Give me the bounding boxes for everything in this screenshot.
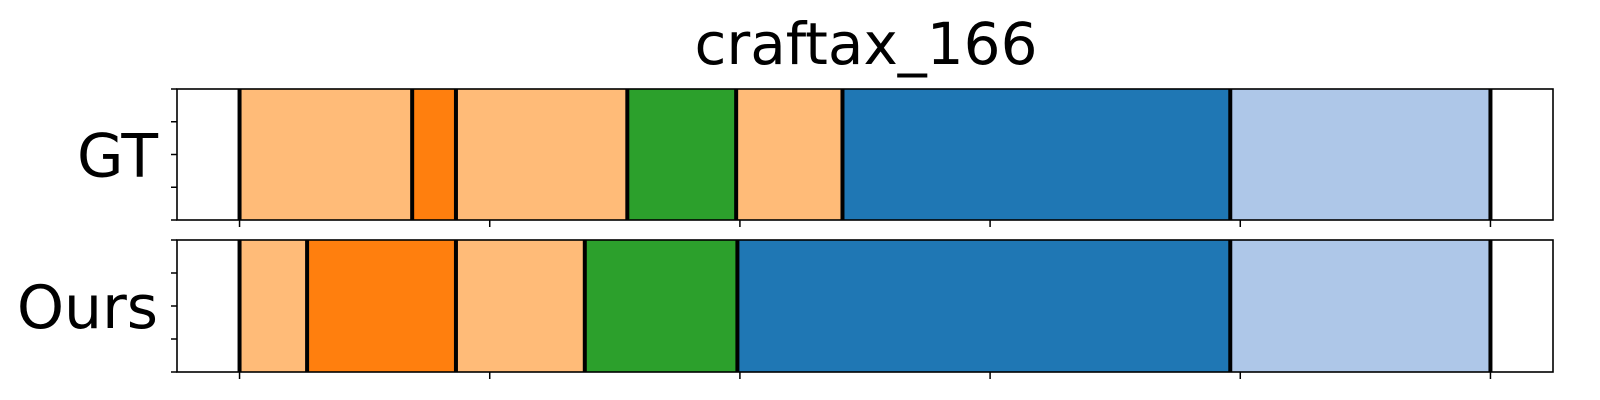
segment-gt-3 — [627, 89, 737, 220]
segment-gt-6 — [1230, 89, 1491, 220]
row-label-ours: Ours — [17, 273, 158, 343]
row-ours: Ours — [17, 239, 1554, 379]
segment-ours-1 — [307, 240, 456, 372]
segment-ours-2 — [455, 240, 585, 372]
segment-ours-5 — [1230, 240, 1491, 372]
chart-title: craftax_166 — [695, 10, 1038, 78]
row-gt: GT — [77, 88, 1554, 227]
segment-gt-4 — [736, 89, 843, 220]
segment-gt-2 — [455, 89, 628, 220]
segment-ours-3 — [584, 240, 738, 372]
segment-gt-5 — [842, 89, 1231, 220]
segment-gt-0 — [239, 89, 413, 220]
row-label-gt: GT — [77, 122, 158, 192]
segment-ours-0 — [239, 240, 308, 372]
segment-gt-1 — [412, 89, 456, 220]
segment-ours-4 — [737, 240, 1231, 372]
timeline-rows: GT Ours — [17, 88, 1554, 379]
